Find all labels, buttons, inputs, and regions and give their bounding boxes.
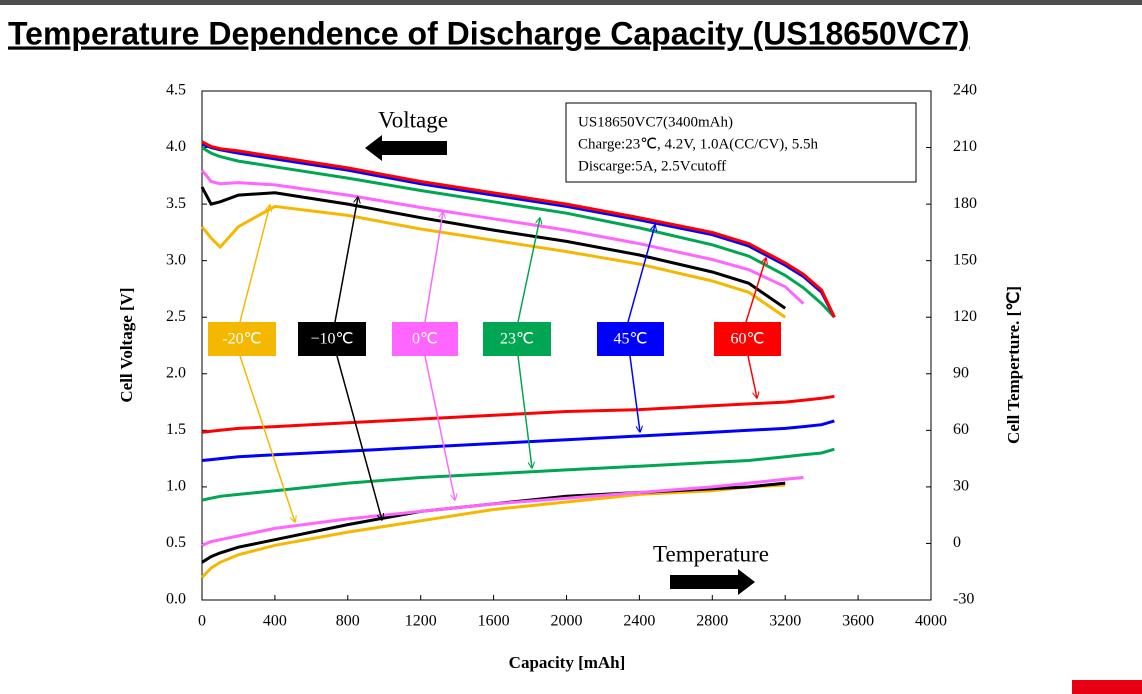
y-tick-label: 1.0 — [166, 478, 186, 495]
legend-box — [714, 322, 781, 356]
info-line: US18650VC7(3400mAh) — [578, 114, 733, 130]
legend-label: 23℃ — [500, 331, 534, 348]
legend-box — [483, 322, 551, 356]
legend-label: 45℃ — [614, 331, 648, 348]
series-line — [201, 419, 835, 462]
x-tick-label: 2000 — [551, 613, 583, 630]
legend-box — [597, 322, 664, 356]
info-line: Discarge:5A, 2.5Vcutoff — [578, 158, 726, 174]
label-arrow — [334, 197, 358, 323]
series-line — [200, 169, 805, 305]
series-line — [201, 146, 836, 319]
y-tick-label: 4.0 — [166, 138, 186, 155]
series-line — [201, 140, 836, 318]
y2-axis-label: Cell Temperture. [℃] — [1004, 286, 1023, 444]
y2-tick-label: 90 — [953, 364, 969, 381]
label-arrow — [747, 355, 757, 398]
label-arrow — [424, 212, 443, 323]
x-tick-label: 2800 — [696, 613, 728, 630]
series-line — [201, 447, 835, 502]
annotation: Voltage — [378, 107, 448, 132]
y2-tick-label: 240 — [953, 82, 977, 99]
x-tick-label: 2400 — [623, 613, 655, 630]
label-arrow — [239, 205, 270, 323]
y-tick-label: 3.0 — [166, 251, 186, 268]
y-tick-label: 3.5 — [166, 195, 186, 212]
label-arrow — [424, 355, 455, 500]
y-axis-label: Cell Voltage [V] — [117, 287, 136, 402]
annotation: Temperature — [653, 541, 769, 566]
y2-tick-label: 210 — [953, 138, 977, 155]
x-tick-label: 800 — [336, 613, 360, 630]
series-line — [201, 476, 804, 547]
y2-tick-label: 180 — [953, 195, 977, 212]
voltage-arrow — [365, 135, 447, 161]
y-tick-label: 2.5 — [166, 308, 186, 325]
legend-label: -20℃ — [222, 331, 261, 348]
x-tick-label: 1200 — [405, 613, 437, 630]
label-arrow — [336, 355, 382, 520]
label-arrow — [239, 355, 295, 522]
temperature-arrow — [670, 569, 755, 595]
y-tick-label: 4.5 — [166, 82, 186, 99]
series-line — [201, 142, 836, 318]
y2-tick-label: 60 — [953, 421, 969, 438]
x-tick-label: 400 — [263, 613, 287, 630]
top-bar — [0, 0, 1142, 5]
x-tick-label: 1600 — [478, 613, 510, 630]
y-tick-label: 2.0 — [166, 364, 186, 381]
label-arrow — [629, 355, 640, 432]
legend-box — [208, 322, 276, 356]
series-line — [200, 186, 787, 310]
info-line: Charge:23℃, 4.2V, 1.0A(CC/CV), 5.5h — [578, 136, 819, 152]
chart-title: Temperature Dependence of Discharge Capa… — [8, 15, 970, 51]
annotation-layer: Voltage Temperature US18650VC7(3400mAh) … — [208, 102, 917, 595]
y-tick-label: 1.5 — [166, 421, 186, 438]
y2-tick-label: -30 — [953, 591, 974, 608]
legend-label: 60℃ — [731, 331, 765, 348]
y-tick-label: 0.5 — [166, 534, 186, 551]
corner-mark — [1072, 680, 1142, 694]
x-tick-label: 3200 — [769, 613, 801, 630]
series-line — [200, 483, 786, 579]
y-tick-label: 0.0 — [166, 591, 186, 608]
legend-box — [298, 322, 366, 356]
series-line — [200, 204, 787, 319]
y2-tick-label: 0 — [953, 534, 961, 551]
label-arrow — [517, 218, 540, 323]
y2-tick-label: 150 — [953, 251, 977, 268]
label-arrow — [627, 225, 655, 323]
x-tick-label: 3600 — [842, 613, 874, 630]
legend-box — [392, 322, 458, 356]
x-tick-label: 0 — [198, 613, 206, 630]
label-arrow — [745, 258, 766, 323]
legend-label: 0℃ — [412, 331, 438, 348]
x-tick-label: 4000 — [915, 613, 947, 630]
series-line — [201, 394, 835, 434]
y2-tick-label: 30 — [953, 478, 969, 495]
label-arrow — [517, 355, 532, 468]
legend-label: −10℃ — [311, 331, 354, 348]
y2-tick-label: 120 — [953, 308, 977, 325]
x-axis-label: Capacity [mAh] — [509, 653, 626, 672]
info-box — [565, 102, 917, 183]
